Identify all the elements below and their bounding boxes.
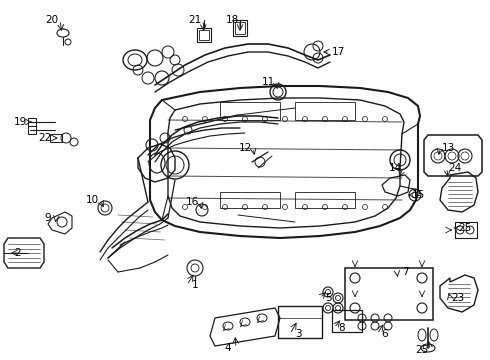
Text: 5: 5 xyxy=(325,293,331,303)
Bar xyxy=(295,192,355,208)
Bar xyxy=(28,118,36,126)
Text: 8: 8 xyxy=(339,323,345,333)
Text: 24: 24 xyxy=(448,163,462,173)
Bar xyxy=(199,30,209,40)
Bar xyxy=(197,28,211,42)
Text: 15: 15 xyxy=(412,190,425,200)
Text: 16: 16 xyxy=(185,197,198,207)
Text: 12: 12 xyxy=(238,143,252,153)
Bar xyxy=(220,192,280,208)
Bar xyxy=(332,310,362,332)
Text: 7: 7 xyxy=(402,267,408,277)
Text: 9: 9 xyxy=(45,213,51,223)
Text: 2: 2 xyxy=(15,248,21,258)
Text: 23: 23 xyxy=(451,293,465,303)
Text: 4: 4 xyxy=(225,343,231,353)
Text: 19: 19 xyxy=(13,117,26,127)
Text: 21: 21 xyxy=(188,15,201,25)
Text: 18: 18 xyxy=(225,15,239,25)
Bar xyxy=(235,22,245,34)
Text: 13: 13 xyxy=(441,143,455,153)
Text: 17: 17 xyxy=(331,47,344,57)
Text: 11: 11 xyxy=(261,77,274,87)
Bar xyxy=(455,222,477,238)
Text: 6: 6 xyxy=(382,329,388,339)
Bar xyxy=(295,102,355,120)
Text: 1: 1 xyxy=(192,280,198,290)
Bar xyxy=(50,134,62,142)
Text: 25: 25 xyxy=(458,223,472,233)
Text: 25: 25 xyxy=(416,345,429,355)
Bar xyxy=(233,20,247,36)
Bar xyxy=(278,306,322,338)
Bar xyxy=(28,126,36,134)
Text: 3: 3 xyxy=(294,329,301,339)
Bar xyxy=(345,268,433,320)
Text: 10: 10 xyxy=(85,195,98,205)
Text: 20: 20 xyxy=(46,15,59,25)
Text: 14: 14 xyxy=(389,163,402,173)
Text: 22: 22 xyxy=(38,133,51,143)
Bar xyxy=(220,102,280,120)
